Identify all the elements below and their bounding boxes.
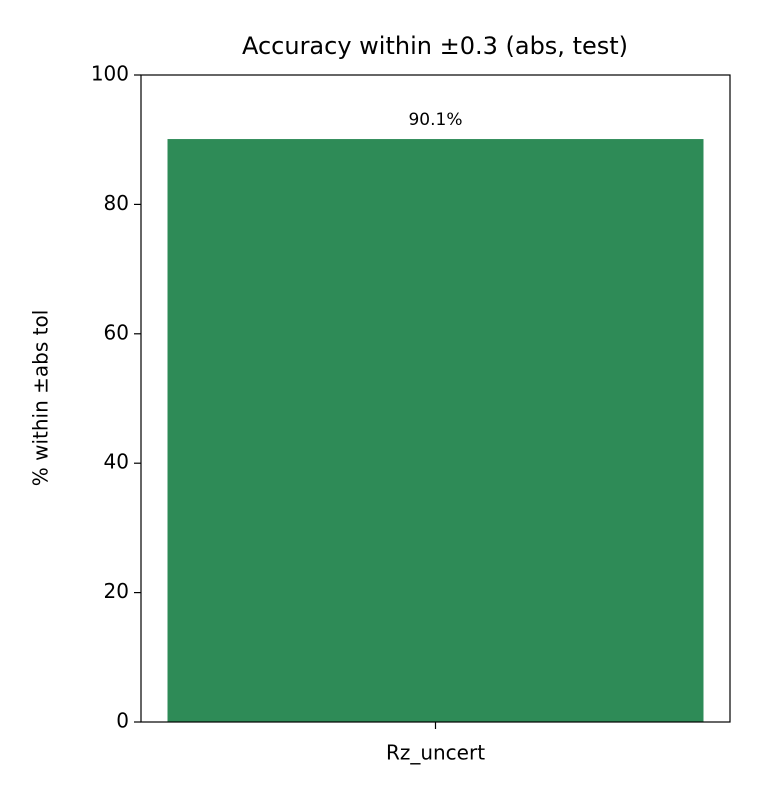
y-tick-label: 40 <box>104 450 129 474</box>
y-tick-label: 60 <box>104 320 129 344</box>
y-tick-label: 100 <box>91 62 129 86</box>
y-axis-label: % within ±abs tol <box>29 310 53 487</box>
data-label: 90.1% <box>408 110 462 130</box>
y-tick-label: 0 <box>116 709 129 733</box>
x-tick-label: Rz_uncert <box>386 741 485 765</box>
bar <box>167 139 704 723</box>
plot-frame <box>140 74 731 723</box>
chart-title: Accuracy within ±0.3 (abs, test) <box>242 32 628 60</box>
y-tick-label: 20 <box>104 579 129 603</box>
y-tick-label: 80 <box>104 191 129 215</box>
